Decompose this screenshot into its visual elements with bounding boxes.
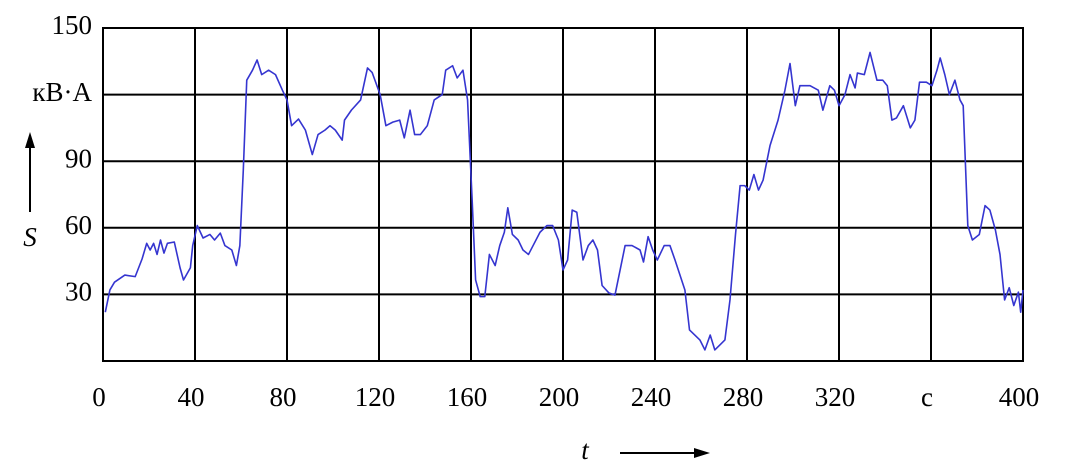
x-tick-label: 0 bbox=[92, 382, 106, 412]
y-tick-label: 150 bbox=[52, 10, 93, 40]
x-axis-label: t bbox=[581, 435, 590, 465]
x-tick-label: 120 bbox=[355, 382, 396, 412]
y-arrow-head bbox=[25, 132, 35, 148]
y-tick-label: 90 bbox=[65, 143, 92, 173]
y-tick-label: 60 bbox=[65, 210, 92, 240]
y-axis-label: S bbox=[23, 222, 37, 252]
x-tick-label: 40 bbox=[178, 382, 205, 412]
data-line bbox=[104, 51, 1024, 351]
x-tick-label: 240 bbox=[631, 382, 672, 412]
x-tick-label: 320 bbox=[815, 382, 856, 412]
x-tick-label: 200 bbox=[539, 382, 580, 412]
x-tick-label: с bbox=[921, 382, 933, 412]
x-tick-label: 160 bbox=[447, 382, 488, 412]
x-arrow-head bbox=[694, 448, 710, 458]
y-tick-label: 30 bbox=[65, 277, 92, 307]
x-tick-label: 280 bbox=[723, 382, 764, 412]
x-tick-label: 80 bbox=[270, 382, 297, 412]
y-tick-label: кВ·А bbox=[32, 77, 92, 107]
plot-frame bbox=[102, 27, 1024, 362]
x-tick-label: 400 bbox=[999, 382, 1040, 412]
